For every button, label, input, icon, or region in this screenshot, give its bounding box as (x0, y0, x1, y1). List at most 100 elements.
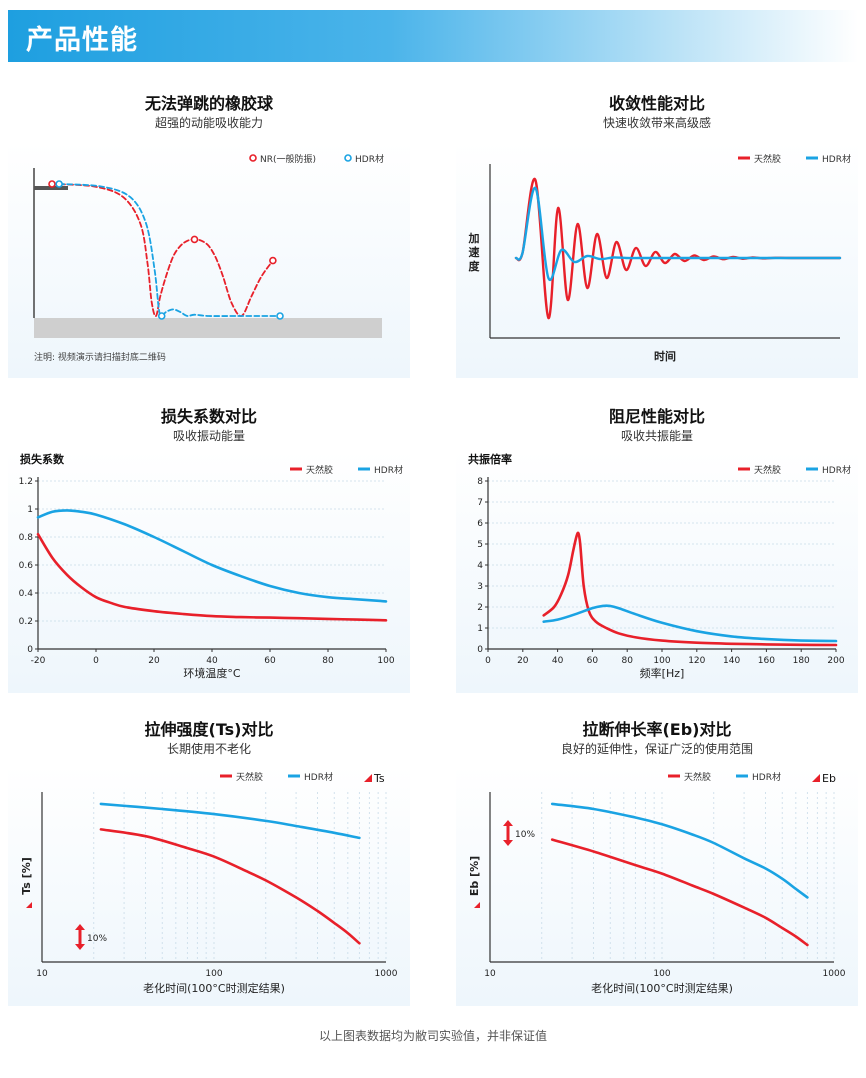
legend-label-hdr: HDR材 (822, 153, 851, 165)
y-tick-label: 0.6 (19, 561, 34, 571)
section-convergence: 收敛性能对比 快速收敛带来高级感 天然胶 HDR材加速度时间 (456, 86, 858, 382)
legend-label-hdr: HDR材 (752, 771, 781, 783)
y-axis-label: 损失系数 (20, 452, 65, 466)
series-natural (542, 531, 838, 647)
legend-label-hdr: HDR材 (374, 464, 403, 476)
x-tick-label: 100 (205, 969, 222, 979)
section-elongation: 拉断伸长率(Eb)对比 良好的延伸性，保证广泛的使用范围 10 100 1000 老化… (456, 712, 858, 1008)
scale-arrow-head-down (503, 840, 513, 846)
series-natural (514, 177, 842, 320)
x-tick-label: 80 (322, 656, 334, 666)
x-tick-label: 40 (552, 656, 564, 666)
section-bounce: 无法弹跳的橡胶球 超强的动能吸收能力 NR(一般防振) HDR材 注明: 视频演示请… (8, 86, 410, 382)
y-axis-label-char: 速 (469, 245, 480, 259)
x-tick-label: 180 (793, 656, 810, 666)
legend-label-hdr: HDR材 (355, 153, 384, 165)
section-subtitle: 快速收敛带来高级感 (602, 116, 711, 130)
section-subtitle: 良好的延伸性，保证广泛的使用范围 (560, 742, 753, 756)
x-tick-label: 20 (517, 656, 529, 666)
legend-label-natural: 天然胶 (306, 464, 333, 476)
x-tick-label: 140 (723, 656, 740, 666)
y-tick-label: 1 (477, 624, 483, 634)
series-hdr (550, 802, 809, 899)
section-tensile: 拉伸强度(Ts)对比 长期使用不老化 10 100 1000 老化时间(100°C时测… (8, 712, 410, 1008)
series-hdr (514, 186, 842, 282)
header-banner: 产品性能 (8, 10, 858, 62)
footer-note: 以上图表数据均为敝司实验值，并非保证值 (318, 1029, 547, 1043)
series-hdr (99, 802, 361, 840)
y-tick-label: 0 (27, 645, 33, 655)
section-subtitle: 长期使用不老化 (166, 742, 251, 756)
y-tick-label: 5 (477, 540, 483, 550)
y-tick-label: 6 (477, 519, 483, 529)
scale-arrow-head-up (75, 924, 85, 930)
point-nr (269, 256, 277, 265)
ledge (34, 186, 68, 190)
corner-label: Ts (373, 772, 385, 785)
scale-label: 10% (87, 934, 107, 944)
x-axis-label: 老化时间(100°C时测定结果) (143, 981, 285, 995)
series-hdr (36, 509, 388, 603)
y-axis-label-char: 加 (468, 231, 480, 245)
section-loss: 损失系数对比 吸收振动能量 0 0.2 0.4 0.6 0.8 1 1.2 -20 0 20 40 6… (8, 399, 410, 695)
corner-marker (364, 774, 372, 782)
x-tick-label: 200 (827, 656, 844, 666)
series-nr (51, 183, 274, 318)
panel-elongation: 10 100 1000 老化时间(100°C时测定结果) Eb [%] 天然胶 HDR材 Eb… (456, 766, 858, 1006)
section-title: 阻尼性能对比 (608, 407, 705, 426)
corner-marker (812, 774, 820, 782)
section-title: 损失系数对比 (160, 407, 257, 426)
loss-chart: 00.20.40.60.811.2-20 0 20 40 60 80 100损失系数环境温度… (19, 452, 403, 680)
legend-label-natural: 天然胶 (754, 464, 781, 476)
y-tick-label: 4 (477, 561, 483, 571)
y-axis-label-char: 度 (469, 259, 481, 273)
point-hdr (157, 312, 166, 320)
x-tick-label: 60 (264, 656, 276, 666)
x-tick-label: 40 (206, 656, 218, 666)
bounce-note: 注明: 视频演示请扫描封底二维码 (34, 351, 166, 363)
x-axis-label: 环境温度°C (183, 666, 240, 680)
y-tick-label: 1.2 (19, 477, 33, 487)
legend-label-natural: 天然胶 (684, 771, 711, 783)
x-tick-label: 60 (587, 656, 599, 666)
series-natural (550, 838, 809, 947)
x-tick-label: 120 (688, 656, 705, 666)
page-title: 产品性能 (26, 25, 138, 56)
point-nr (48, 180, 56, 188)
y-tick-label: 0 (477, 645, 483, 655)
section-title: 收敛性能对比 (608, 94, 705, 113)
panel-loss: 0 0.2 0.4 0.6 0.8 1 1.2 -20 0 20 40 60 80 100 损失系数 环境温度… (8, 451, 410, 693)
y-axis-label: Eb [%] (468, 856, 481, 896)
x-tick-label: 80 (621, 656, 633, 666)
x-axis-label: 时间 (654, 349, 676, 363)
point-nr (190, 235, 199, 244)
x-tick-label: 20 (148, 656, 160, 666)
tensile-chart: 10 100 1000 老化时间(100°C时测定结果) Ts [%] 天然胶 HDR材 Ts… (20, 771, 398, 995)
elongation-chart: 10 100 1000 老化时间(100°C时测定结果) Eb [%] 天然胶 HDR材 Eb… (468, 771, 846, 995)
x-tick-label: 10 (484, 969, 496, 979)
y-tick-label: 8 (477, 477, 483, 487)
series-natural (36, 532, 388, 622)
y-axis-label: Ts [%] (20, 857, 33, 895)
panel-bounce: NR(一般防振) HDR材 注明: 视频演示请扫描封底二维码 (8, 142, 410, 378)
panel-tensile: 10 100 1000 老化时间(100°C时测定结果) Ts [%] 天然胶 HDR材 Ts… (8, 766, 410, 1006)
x-tick-label: 0 (485, 656, 491, 666)
y-tick-label: 0.4 (19, 589, 34, 599)
x-tick-label: 1000 (375, 969, 398, 979)
x-axis-label: 频率[Hz] (640, 666, 685, 680)
legend-marker-hdr (344, 154, 352, 162)
y-tick-label: 1 (27, 505, 33, 515)
x-tick-label: 100 (653, 969, 670, 979)
x-tick-label: 160 (758, 656, 775, 666)
x-tick-label: 100 (377, 656, 394, 666)
legend-label-hdr: HDR材 (304, 771, 333, 783)
section-damping: 阻尼性能对比 吸收共振能量 0 1 2 3 4 5 6 7 8 0 20 40 60 80 100 120 14… (456, 399, 858, 695)
series-hdr (542, 604, 838, 643)
x-tick-label: 100 (653, 656, 670, 666)
x-tick-label: 10 (36, 969, 48, 979)
y-axis-marker (26, 902, 32, 908)
legend-label-hdr: HDR材 (822, 464, 851, 476)
series-hdr (58, 183, 281, 317)
x-axis-label: 老化时间(100°C时测定结果) (591, 981, 733, 995)
